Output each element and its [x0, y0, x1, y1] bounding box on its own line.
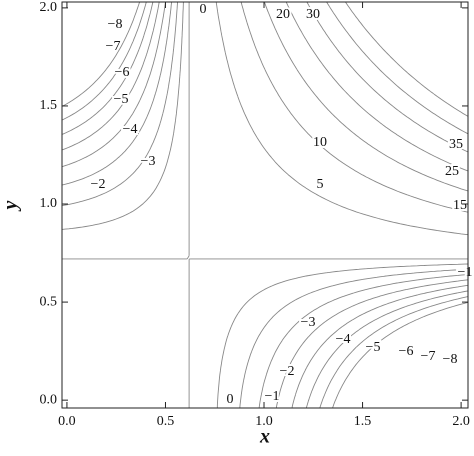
x-axis-label: x [259, 426, 270, 448]
contour-label: −2 [91, 177, 106, 192]
contour-line [306, 2, 468, 153]
contour-line [326, 2, 468, 135]
contour-label: 10 [313, 135, 327, 150]
y-axis-label: y [0, 200, 22, 211]
contour-label: −7 [421, 349, 436, 364]
x-tick-label: 1.0 [255, 414, 273, 429]
contour-line [62, 2, 468, 408]
contour-label: 15 [453, 198, 467, 213]
x-tick-label: 2.0 [452, 414, 470, 429]
x-tick-label: 0.0 [58, 414, 76, 429]
contour-line [62, 2, 468, 408]
contour-label: 5 [317, 177, 324, 192]
contour-line [62, 2, 468, 408]
x-tick-label: 0.5 [157, 414, 175, 429]
contour-label: −3 [301, 315, 316, 330]
y-tick-label: 1.0 [40, 196, 58, 211]
contour-label: −8 [443, 352, 458, 367]
contour-line [62, 2, 468, 408]
contour-label: −3 [141, 154, 156, 169]
contour-line [62, 2, 468, 408]
y-tick-label: 0.5 [40, 294, 58, 309]
contour-line [62, 2, 468, 408]
y-tick-label: 2.0 [40, 0, 58, 15]
contour-label: 0 [227, 392, 234, 407]
contour-label: −7 [106, 39, 121, 54]
contour-line [285, 2, 468, 172]
contour-label: 20 [276, 7, 290, 22]
contour-label: −1 [458, 265, 473, 280]
x-tick-label: 1.5 [354, 414, 372, 429]
contour-label: 0 [200, 2, 207, 17]
contour-label: −8 [108, 17, 123, 32]
contour-label: −2 [280, 364, 295, 379]
contour-label: −4 [123, 122, 138, 137]
y-tick-label: 1.5 [40, 98, 58, 113]
contour-line [215, 2, 468, 236]
y-tick-label: 0.0 [40, 392, 58, 407]
contour-line [62, 2, 468, 408]
contour-line [240, 2, 468, 213]
contour-label: −6 [115, 65, 130, 80]
contour-line [263, 2, 468, 192]
contour-label: 30 [306, 7, 320, 22]
contour-label: −5 [114, 92, 129, 107]
contour-label: −5 [366, 340, 381, 355]
plot-frame [61, 1, 469, 409]
contour-label: −6 [399, 344, 414, 359]
contour-label: −1 [265, 389, 280, 404]
contour-line [62, 2, 468, 408]
contour-lines [62, 2, 468, 408]
contour-line [345, 2, 468, 117]
contour-label: 25 [445, 164, 459, 179]
contour-label: 35 [449, 137, 463, 152]
contour-label: −4 [336, 332, 351, 347]
